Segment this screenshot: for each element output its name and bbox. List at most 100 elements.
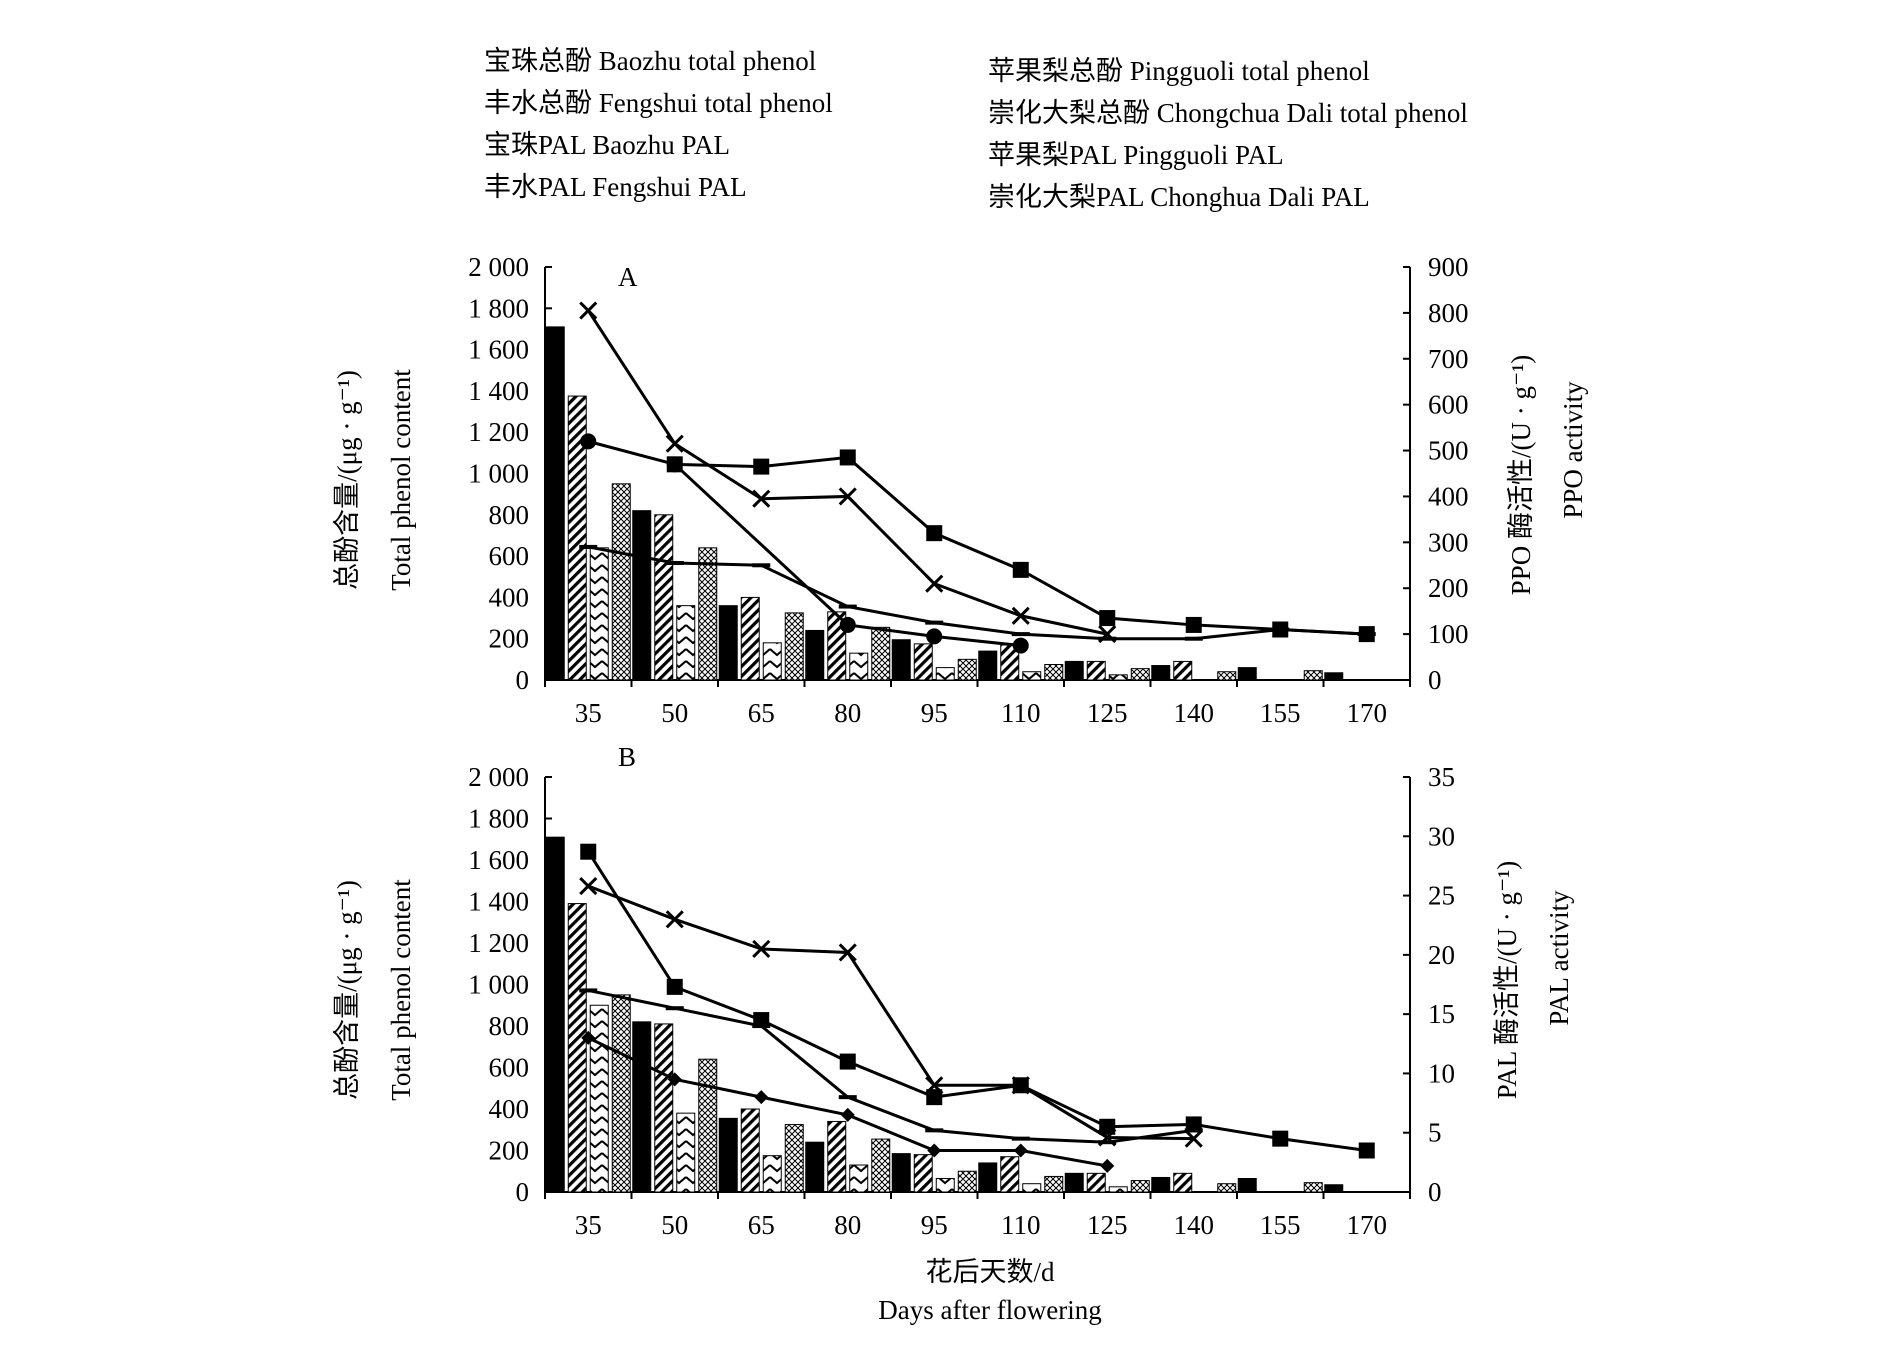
- panel-a-bar-chongchua-dali: [957, 658, 977, 681]
- panel-a-bar-pingguoli: [1022, 671, 1042, 681]
- panel-b-point-pingguoli: [1011, 1136, 1030, 1141]
- panel-a-point-fengshui: [1011, 606, 1030, 625]
- panel-b-point-fengshui: [579, 877, 598, 896]
- panel-b-point-baozhu: [926, 1089, 943, 1106]
- panel-b-point-chonghua-dali: [754, 1090, 769, 1105]
- panel-b-point-fengshui: [1184, 1129, 1203, 1148]
- panel-b: B 总酚含量/(μg · g⁻¹) Total phenol content P…: [332, 742, 1574, 1240]
- panel-a-ylabel-cn: 总酚含量/(μg · g⁻¹): [332, 370, 362, 590]
- panel-a-y2-tick-label: 600: [1428, 390, 1469, 420]
- panel-a-point-chonghua-dali: [1184, 636, 1203, 641]
- panel-a-bar-fengshui: [913, 643, 933, 681]
- panel-a-x-tick-label: 110: [1001, 698, 1041, 728]
- panel-a-point-baozhu: [753, 458, 770, 475]
- panel-b-point-pingguoli: [925, 1128, 944, 1133]
- panel-a-bar-fengshui: [740, 596, 760, 681]
- panel-a-x-tick-label: 170: [1347, 698, 1388, 728]
- panel-b-y-tick-label: 1 800: [468, 804, 529, 834]
- panel-a-point-pingguoli: [666, 456, 683, 473]
- panel-a-point-chonghua-dali: [1098, 636, 1117, 641]
- panel-a-y2-tick-label: 100: [1428, 619, 1469, 649]
- panel-a-bar-fengshui: [567, 395, 587, 681]
- panel-a-point-pingguoli: [1012, 637, 1029, 654]
- panel-b-bar-fengshui: [913, 1154, 933, 1193]
- panel-b-bar-pingguoli: [589, 1004, 609, 1193]
- panel-b-point-pingguoli: [579, 988, 598, 993]
- panel-b-x-tick-label: 125: [1087, 1210, 1128, 1240]
- panel-b-bar-baozhu: [632, 1021, 652, 1193]
- legend-item-chongchua-dali-total-phenol: 崇化大梨总酚 Chongchua Dali total phenol: [988, 98, 1468, 128]
- panel-b-x-tick-label: 110: [1001, 1210, 1041, 1240]
- panel-b-ylabel-cn: 总酚含量/(μg · g⁻¹): [332, 880, 362, 1100]
- panel-a-bar-chongchua-dali: [1044, 664, 1064, 681]
- panel-b-y2label-en: PAL activity: [1544, 890, 1574, 1026]
- panel-a-point-pingguoli: [926, 628, 943, 645]
- panel-a-bar-fengshui: [1086, 660, 1106, 681]
- panel-a-point-baozhu: [1099, 610, 1116, 627]
- panel-a: A 总酚含量/(μg · g⁻¹) Total phenol content P…: [332, 252, 1588, 728]
- panel-b-bar-fengshui: [1086, 1172, 1106, 1193]
- panel-b-point-fengshui: [665, 910, 684, 929]
- panel-b-bar-fengshui: [567, 903, 587, 1193]
- panel-a-y-tick-label: 200: [489, 624, 530, 654]
- panel-a-y2label-cn: PPO 酶活性/(U · g⁻¹): [1506, 355, 1536, 596]
- panel-b-point-fengshui: [925, 1076, 944, 1095]
- panel-b-bar-baozhu: [1064, 1172, 1084, 1193]
- legend: 宝珠总酚 Baozhu total phenol 丰水总酚 Fengshui t…: [484, 46, 1468, 212]
- panel-a-bar-baozhu: [632, 510, 652, 681]
- panel-b-y-tick-label: 1 400: [468, 887, 529, 917]
- panel-b-y2-tick-label: 30: [1428, 821, 1455, 851]
- panel-b-y2-tick-label: 20: [1428, 940, 1455, 970]
- panel-b-point-fengshui: [752, 939, 771, 958]
- panel-b-series-line-pingguoli: [587, 988, 1194, 1144]
- panel-b-bar-baozhu: [978, 1162, 998, 1193]
- panel-b-bar-fengshui: [1173, 1172, 1193, 1193]
- panel-b-y2-tick-label: 0: [1428, 1177, 1442, 1207]
- panel-a-point-fengshui: [665, 434, 684, 453]
- panel-b-point-chonghua-dali: [581, 1030, 596, 1045]
- panel-a-bar-chongchua-dali: [1130, 668, 1150, 681]
- panel-b-y2-tick-label: 5: [1428, 1118, 1442, 1148]
- panel-b-series-line-baozhu: [586, 850, 1367, 1152]
- panel-a-point-fengshui: [579, 301, 598, 320]
- panel-a-y-tick-label: 1 000: [468, 459, 529, 489]
- panel-a-bar-pingguoli: [1108, 674, 1128, 681]
- panel-a-point-chonghua-dali: [1271, 627, 1290, 632]
- panel-a-y2-tick-label: 400: [1428, 481, 1469, 511]
- legend-item-pingguoli-total-phenol: 苹果梨总酚 Pingguoli total phenol: [988, 56, 1370, 86]
- panel-b-y2-tick-label: 15: [1428, 999, 1455, 1029]
- panel-b-point-chonghua-dali: [1013, 1143, 1028, 1158]
- panel-a-bar-baozhu: [978, 650, 998, 681]
- panel-a-x-tick-label: 125: [1087, 698, 1128, 728]
- panel-a-y-tick-label: 1 600: [468, 335, 529, 365]
- panel-b-y-tick-label: 1 600: [468, 845, 529, 875]
- panel-a-point-chonghua-dali: [579, 544, 598, 549]
- panel-a-y2-tick-label: 200: [1428, 573, 1469, 603]
- panel-b-bar-baozhu: [1151, 1176, 1171, 1193]
- panel-b-y-tick-label: 600: [489, 1053, 530, 1083]
- panel-b-bar-chongchua-dali: [957, 1170, 977, 1193]
- panel-b-ylabel-en: Total phenol content: [386, 879, 416, 1101]
- panel-b-x-tick-label: 50: [661, 1210, 688, 1240]
- panel-a-point-chonghua-dali: [838, 604, 857, 609]
- panel-b-point-chonghua-dali: [1100, 1158, 1115, 1173]
- panel-a-x-tick-label: 155: [1260, 698, 1301, 728]
- panel-a-point-chonghua-dali: [925, 620, 944, 625]
- panel-b-bar-baozhu: [718, 1117, 738, 1193]
- panel-b-x-tick-label: 80: [834, 1210, 861, 1240]
- panel-a-y2-tick-label: 800: [1428, 298, 1469, 328]
- panel-a-y-tick-label: 1 400: [468, 376, 529, 406]
- legend-item-baozhu-pal: 宝珠PAL Baozhu PAL: [484, 130, 730, 160]
- panel-b-point-chonghua-dali: [927, 1143, 942, 1158]
- panel-a-y2-tick-label: 300: [1428, 527, 1469, 557]
- panel-b-bar-chongchua-dali: [1303, 1182, 1323, 1193]
- panel-a-point-baozhu: [839, 449, 856, 466]
- panel-b-y2label-cn: PAL 酶活性/(U · g⁻¹): [1492, 861, 1522, 1100]
- panel-a-bar-pingguoli: [589, 547, 609, 681]
- panel-a-bar-chongchua-dali: [698, 547, 718, 681]
- panel-b-point-baozhu: [1272, 1130, 1289, 1147]
- panel-a-y-tick-label: 1 200: [468, 417, 529, 447]
- panel-b-y-tick-label: 2 000: [468, 762, 529, 792]
- panel-b-y-tick-label: 200: [489, 1136, 530, 1166]
- panel-a-x-tick-label: 80: [834, 698, 861, 728]
